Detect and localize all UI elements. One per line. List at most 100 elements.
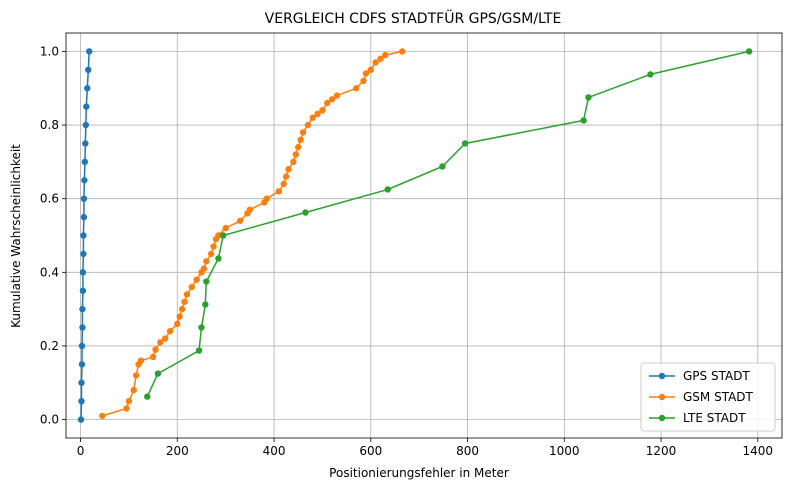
data-point: [372, 59, 379, 66]
data-point: [125, 397, 133, 405]
grid-lines: [66, 33, 782, 438]
data-point: [647, 71, 654, 78]
plot-frame: [65, 32, 783, 439]
data-point: [302, 209, 309, 216]
data-point: [203, 258, 210, 265]
y-tick-label: 1.0: [40, 44, 59, 58]
x-tick-label: 1200: [646, 444, 677, 458]
series-layer: [77, 48, 753, 423]
data-point: [130, 386, 137, 394]
data-point: [176, 313, 183, 320]
chart-title: VERGLEICH CDFS STADTFÜR GPS/GSM/LTE: [265, 9, 562, 27]
data-point: [246, 206, 254, 213]
data-point: [285, 166, 292, 173]
data-point: [384, 186, 391, 193]
data-point: [79, 324, 86, 331]
series-lte-stadt: [144, 48, 753, 400]
series-gps-stadt: [77, 48, 93, 423]
y-tick-label: 0.2: [40, 339, 59, 353]
data-point: [183, 291, 191, 298]
legend-box: [640, 362, 776, 432]
data-point: [399, 48, 406, 55]
x-tick-label: 200: [166, 444, 189, 458]
data-point: [203, 278, 210, 285]
data-point: [297, 136, 304, 143]
data-point: [195, 347, 203, 354]
data-point: [319, 107, 326, 114]
data-point: [178, 305, 186, 313]
y-tick-label: 0.8: [40, 118, 59, 132]
data-point: [82, 121, 90, 129]
data-point: [222, 224, 229, 232]
data-point: [166, 328, 174, 335]
data-point: [362, 70, 370, 77]
legend: GPS STADT GSM STADT LTE STADT: [640, 362, 776, 432]
data-point: [137, 357, 145, 364]
data-point: [745, 48, 753, 55]
data-point: [78, 342, 86, 350]
data-point: [80, 250, 87, 258]
data-point: [290, 158, 297, 166]
legend-swatch-marker: [658, 414, 666, 422]
x-tick-label: 800: [456, 444, 479, 458]
data-point: [181, 298, 188, 305]
data-point: [304, 121, 312, 129]
data-point: [77, 416, 85, 423]
data-point: [84, 85, 91, 92]
x-axis-label: Positionierungsfehler in Meter: [329, 466, 509, 480]
x-tick-label: 1000: [549, 444, 580, 458]
data-point: [161, 335, 169, 342]
x-tick-label: 1400: [743, 444, 774, 458]
legend-item: LTE STADT: [649, 411, 746, 425]
data-point: [324, 99, 331, 107]
series-line: [146, 50, 750, 397]
y-tick-label: 0.4: [40, 265, 59, 279]
legend-swatch-marker: [658, 372, 666, 380]
data-point: [382, 51, 389, 59]
data-point: [99, 412, 106, 420]
data-point: [360, 77, 367, 85]
data-point: [80, 213, 88, 221]
data-point: [82, 140, 89, 147]
legend-item: GSM STADT: [649, 390, 754, 404]
data-point: [282, 173, 290, 180]
data-point: [263, 195, 270, 202]
data-point: [80, 232, 87, 239]
data-point: [152, 346, 159, 353]
data-point: [585, 94, 592, 101]
data-point: [280, 180, 287, 188]
data-point: [157, 339, 164, 346]
data-point: [83, 103, 90, 110]
data-point: [188, 283, 195, 291]
data-point: [80, 195, 88, 202]
data-point: [144, 393, 151, 400]
data-point: [202, 301, 209, 308]
data-point: [149, 353, 157, 361]
data-point: [132, 372, 140, 379]
legend-label: GSM STADT: [683, 390, 754, 404]
data-point: [198, 324, 205, 331]
data-point: [207, 250, 215, 258]
data-point: [309, 114, 316, 121]
data-point: [215, 232, 222, 239]
data-point: [78, 361, 86, 368]
data-point: [580, 117, 587, 124]
data-point: [81, 177, 88, 184]
x-tick-label: 0: [77, 444, 85, 458]
y-tick-label: 0.6: [40, 192, 59, 206]
data-point: [299, 129, 307, 136]
data-point: [353, 85, 360, 92]
data-point: [86, 48, 93, 55]
data-point: [314, 110, 321, 118]
data-point: [220, 232, 227, 239]
series-gsm-stadt: [99, 48, 406, 420]
data-point: [200, 265, 208, 272]
legend-label: LTE STADT: [683, 411, 746, 425]
data-point: [439, 163, 446, 170]
data-point: [275, 188, 283, 195]
legend-label: GPS STADT: [683, 369, 750, 383]
data-point: [79, 305, 86, 313]
data-point: [236, 217, 244, 224]
legend-swatch-marker: [658, 393, 666, 401]
